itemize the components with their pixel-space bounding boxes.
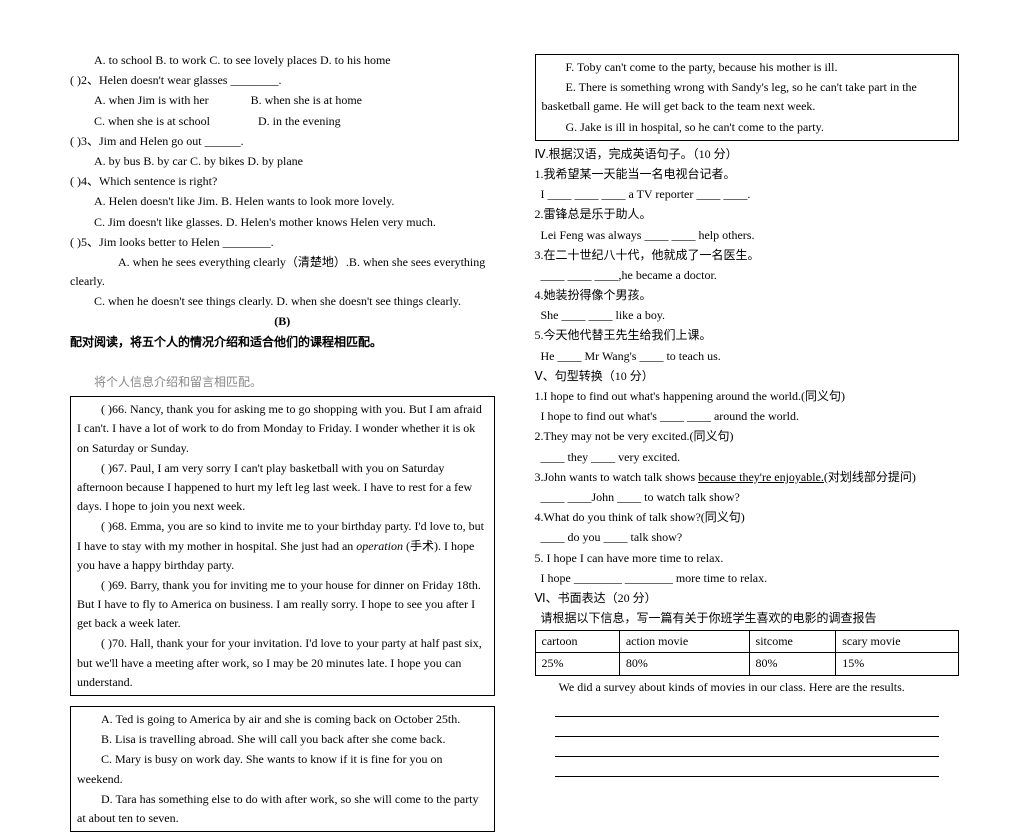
options-box-1: A. Ted is going to America by air and sh… bbox=[70, 706, 495, 832]
q1-options: A. to school B. to work C. to see lovely… bbox=[70, 51, 495, 70]
s4-q3-en: ____ ____ ____,he became a doctor. bbox=[535, 266, 960, 285]
table-cell: cartoon bbox=[535, 631, 619, 653]
passage-67: ( )67. Paul, I am very sorry I can't pla… bbox=[77, 459, 488, 517]
q5-stem: ( )5、Jim looks better to Helen ________. bbox=[70, 233, 495, 252]
option-e: E. There is something wrong with Sandy's… bbox=[542, 78, 953, 116]
option-f: F. Toby can't come to the party, because… bbox=[542, 58, 953, 77]
q4-stem: ( )4、Which sentence is right? bbox=[70, 172, 495, 191]
q2-opt-a: A. when Jim is with her bbox=[94, 93, 209, 107]
q5-opt-cd: C. when he doesn't see things clearly. D… bbox=[70, 292, 495, 311]
s4-q3-cn: 3.在二十世纪八十代，他就成了一名医生。 bbox=[535, 246, 960, 265]
table-cell: 15% bbox=[836, 653, 959, 675]
passage-70: ( )70. Hall, thank your for your invitat… bbox=[77, 634, 488, 692]
passage-69: ( )69. Barry, thank you for inviting me … bbox=[77, 576, 488, 634]
passage-box-1: ( )66. Nancy, thank you for asking me to… bbox=[70, 396, 495, 696]
section-6-title: Ⅵ、书面表达（20 分） bbox=[535, 589, 960, 608]
table-cell: 80% bbox=[749, 653, 836, 675]
options-box-2: F. Toby can't come to the party, because… bbox=[535, 54, 960, 141]
s4-q5-en: He ____ Mr Wang's ____ to teach us. bbox=[535, 347, 960, 366]
s5-q4a: 4.What do you think of talk show?(同义句) bbox=[535, 508, 960, 527]
left-column: A. to school B. to work C. to see lovely… bbox=[70, 50, 495, 676]
write-line bbox=[555, 761, 940, 777]
s5-q2a: 2.They may not be very excited.(同义句) bbox=[535, 427, 960, 446]
option-d: D. Tara has something else to do with af… bbox=[77, 790, 488, 828]
section-b-label: (B) bbox=[70, 312, 495, 331]
q5-opt-ab: A. when he sees everything clearly（清楚地）.… bbox=[70, 253, 495, 291]
table-row: cartoon action movie sitcome scary movie bbox=[535, 631, 959, 653]
section-6-lead: We did a survey about kinds of movies in… bbox=[535, 678, 960, 697]
s5-q5a: 5. I hope I can have more time to relax. bbox=[535, 549, 960, 568]
section-4-title: Ⅳ.根据汉语，完成英语句子。（10 分） bbox=[535, 145, 960, 164]
q4-opt-cd: C. Jim doesn't like glasses. D. Helen's … bbox=[70, 213, 495, 232]
option-b: B. Lisa is travelling abroad. She will c… bbox=[77, 730, 488, 749]
write-line bbox=[555, 721, 940, 737]
table-cell: 25% bbox=[535, 653, 619, 675]
table-cell: 80% bbox=[619, 653, 749, 675]
s5-q1b: I hope to find out what's ____ ____ arou… bbox=[535, 407, 960, 426]
q2-opt-d: D. in the evening bbox=[258, 114, 341, 128]
option-c: C. Mary is busy on work day. She wants t… bbox=[77, 750, 488, 788]
section-b-sub: 将个人信息介绍和留言相匹配。 bbox=[70, 373, 495, 392]
option-g: G. Jake is ill in hospital, so he can't … bbox=[542, 118, 953, 137]
table-cell: action movie bbox=[619, 631, 749, 653]
table-cell: sitcome bbox=[749, 631, 836, 653]
movie-table: cartoon action movie sitcome scary movie… bbox=[535, 630, 960, 675]
s4-q1-en: I ____ ____ ____ a TV reporter ____ ____… bbox=[535, 185, 960, 204]
s5-q3b: ____ ____John ____ to watch talk show? bbox=[535, 488, 960, 507]
table-row: 25% 80% 80% 15% bbox=[535, 653, 959, 675]
s4-q4-en: She ____ ____ like a boy. bbox=[535, 306, 960, 325]
s5-q4b: ____ do you ____ talk show? bbox=[535, 528, 960, 547]
passage-68: ( )68. Emma, you are so kind to invite m… bbox=[77, 517, 488, 575]
s5-q3a: 3.John wants to watch talk shows because… bbox=[535, 468, 960, 487]
s4-q1-cn: 1.我希望某一天能当一名电视台记者。 bbox=[535, 165, 960, 184]
right-column: F. Toby can't come to the party, because… bbox=[535, 50, 960, 676]
table-cell: scary movie bbox=[836, 631, 959, 653]
s5-q1a: 1.I hope to find out what's happening ar… bbox=[535, 387, 960, 406]
q2-stem: ( )2、Helen doesn't wear glasses ________… bbox=[70, 71, 495, 90]
s4-q5-cn: 5.今天他代替王先生给我们上课。 bbox=[535, 326, 960, 345]
s5-q5b: I hope ________ ________ more time to re… bbox=[535, 569, 960, 588]
underlined-text: because they're enjoyable. bbox=[698, 470, 824, 484]
passage-66: ( )66. Nancy, thank you for asking me to… bbox=[77, 400, 488, 458]
s4-q4-cn: 4.她装扮得像个男孩。 bbox=[535, 286, 960, 305]
s5-q2b: ____ they ____ very excited. bbox=[535, 448, 960, 467]
q4-opt-ab: A. Helen doesn't like Jim. B. Helen want… bbox=[70, 192, 495, 211]
s4-q2-en: Lei Feng was always ____ ____ help other… bbox=[535, 226, 960, 245]
write-line bbox=[555, 741, 940, 757]
option-a: A. Ted is going to America by air and sh… bbox=[77, 710, 488, 729]
q2-opt-c: C. when she is at school bbox=[94, 114, 210, 128]
q2-opt-b: B. when she is at home bbox=[251, 93, 362, 107]
section-6-sub: 请根据以下信息，写一篇有关于你班学生喜欢的电影的调查报告 bbox=[535, 609, 960, 628]
write-line bbox=[555, 701, 940, 717]
operation-word: operation bbox=[356, 539, 403, 553]
q3-stem: ( )3、Jim and Helen go out ______. bbox=[70, 132, 495, 151]
section-5-title: Ⅴ、句型转换（10 分） bbox=[535, 367, 960, 386]
q3-options: A. by bus B. by car C. by bikes D. by pl… bbox=[70, 152, 495, 171]
section-b-title: 配对阅读，将五个人的情况介绍和适合他们的课程相匹配。 bbox=[70, 333, 495, 352]
s4-q2-cn: 2.雷锋总是乐于助人。 bbox=[535, 205, 960, 224]
